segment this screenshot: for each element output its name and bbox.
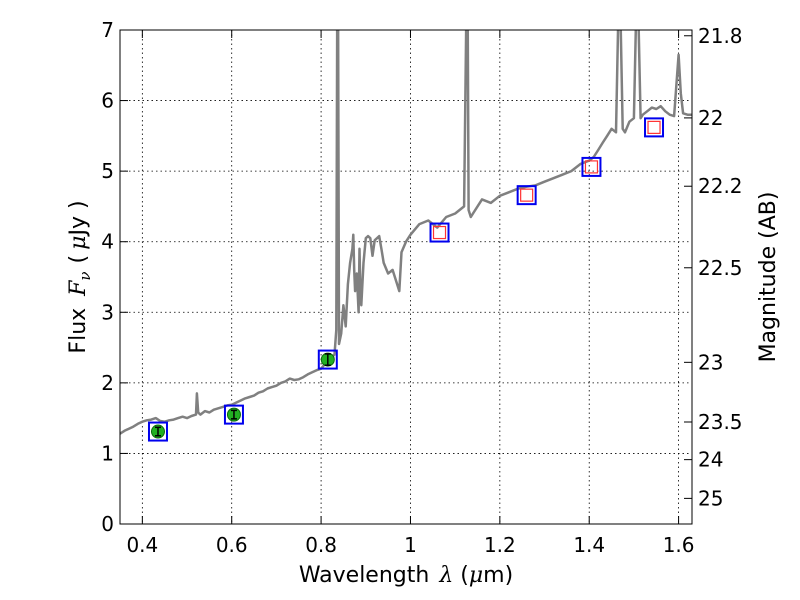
model-photometry-square (317, 349, 338, 370)
upper-limit-square (647, 120, 661, 134)
x-tick-label: 0.4 (126, 533, 158, 557)
marker-layer (147, 117, 665, 442)
upper-limit-square (584, 160, 599, 174)
plot-frame (119, 29, 693, 525)
model-photometry-square (644, 117, 665, 138)
x-tick-label: 1 (404, 533, 417, 557)
x-tick-label: 1.6 (663, 533, 695, 557)
grid (120, 29, 692, 525)
model-photometry-square (516, 185, 537, 206)
x-tick-label: 1.4 (573, 533, 605, 557)
y-tick-label: 7 (101, 18, 114, 42)
y-tick-label: 2 (101, 371, 114, 395)
model-photometry-square (429, 222, 450, 243)
magnitude-tick-label: 23 (698, 350, 723, 374)
model-photometry-square (147, 421, 168, 442)
magnitude-tick-label: 21.8 (698, 24, 743, 48)
magnitude-tick-label: 23.5 (698, 410, 743, 434)
magnitude-axis: 21.8 22 22.2 22.5 23 23.5 24 25 (684, 24, 743, 510)
upper-limit-square (432, 225, 447, 240)
y-tick-label: 0 (101, 512, 114, 536)
magnitude-tick-label: 22.5 (698, 256, 743, 280)
upper-limit-square (520, 188, 534, 202)
magnitude-tick-label: 22.2 (698, 174, 743, 198)
y-tick-label: 5 (101, 159, 114, 183)
x-axis-label: Wavelength λ (μm) (299, 563, 513, 588)
model-photometry-square (223, 404, 244, 425)
spectrum-layer (120, 30, 692, 435)
model-photometry-square (581, 156, 602, 177)
y-tick-label: 4 (101, 230, 114, 254)
magnitude-tick-label: 24 (698, 448, 723, 472)
magnitude-axis-label: Magnitude (AB) (756, 192, 781, 363)
y-tick-label: 3 (101, 300, 114, 324)
spectrum-line (120, 30, 692, 435)
x-axis: 0.4 0.6 0.8 1 1.2 1.4 1.6 (126, 30, 695, 557)
y-axis-label: FluxFν(μJy ) (66, 200, 94, 353)
x-tick-label: 0.8 (305, 533, 337, 557)
x-tick-label: 0.6 (216, 533, 248, 557)
y-axis: 0 1 2 3 4 5 6 7 (101, 18, 128, 536)
y-tick-label: 1 (101, 441, 114, 465)
magnitude-tick-label: 22 (698, 106, 723, 130)
magnitude-tick-label: 25 (698, 486, 723, 510)
y-tick-label: 6 (101, 89, 114, 113)
x-tick-label: 1.2 (484, 533, 516, 557)
